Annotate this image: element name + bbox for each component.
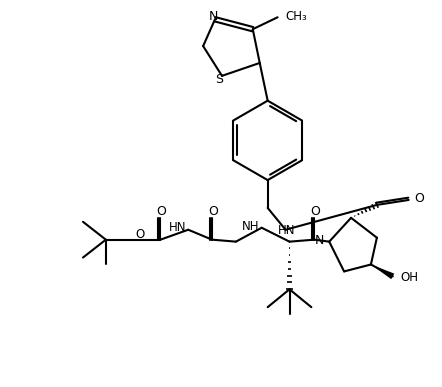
Text: HN: HN	[169, 221, 186, 234]
Text: NH: NH	[242, 220, 260, 233]
Text: O: O	[310, 205, 320, 218]
Text: HN: HN	[278, 224, 295, 237]
Text: OH: OH	[401, 271, 419, 284]
Text: CH₃: CH₃	[286, 10, 307, 23]
Text: O: O	[415, 192, 424, 205]
Text: O: O	[208, 205, 218, 218]
Polygon shape	[371, 264, 394, 279]
Text: O: O	[135, 228, 144, 241]
Text: N: N	[315, 234, 324, 247]
Text: N: N	[208, 10, 218, 23]
Text: O: O	[156, 205, 166, 218]
Text: S: S	[215, 73, 223, 86]
